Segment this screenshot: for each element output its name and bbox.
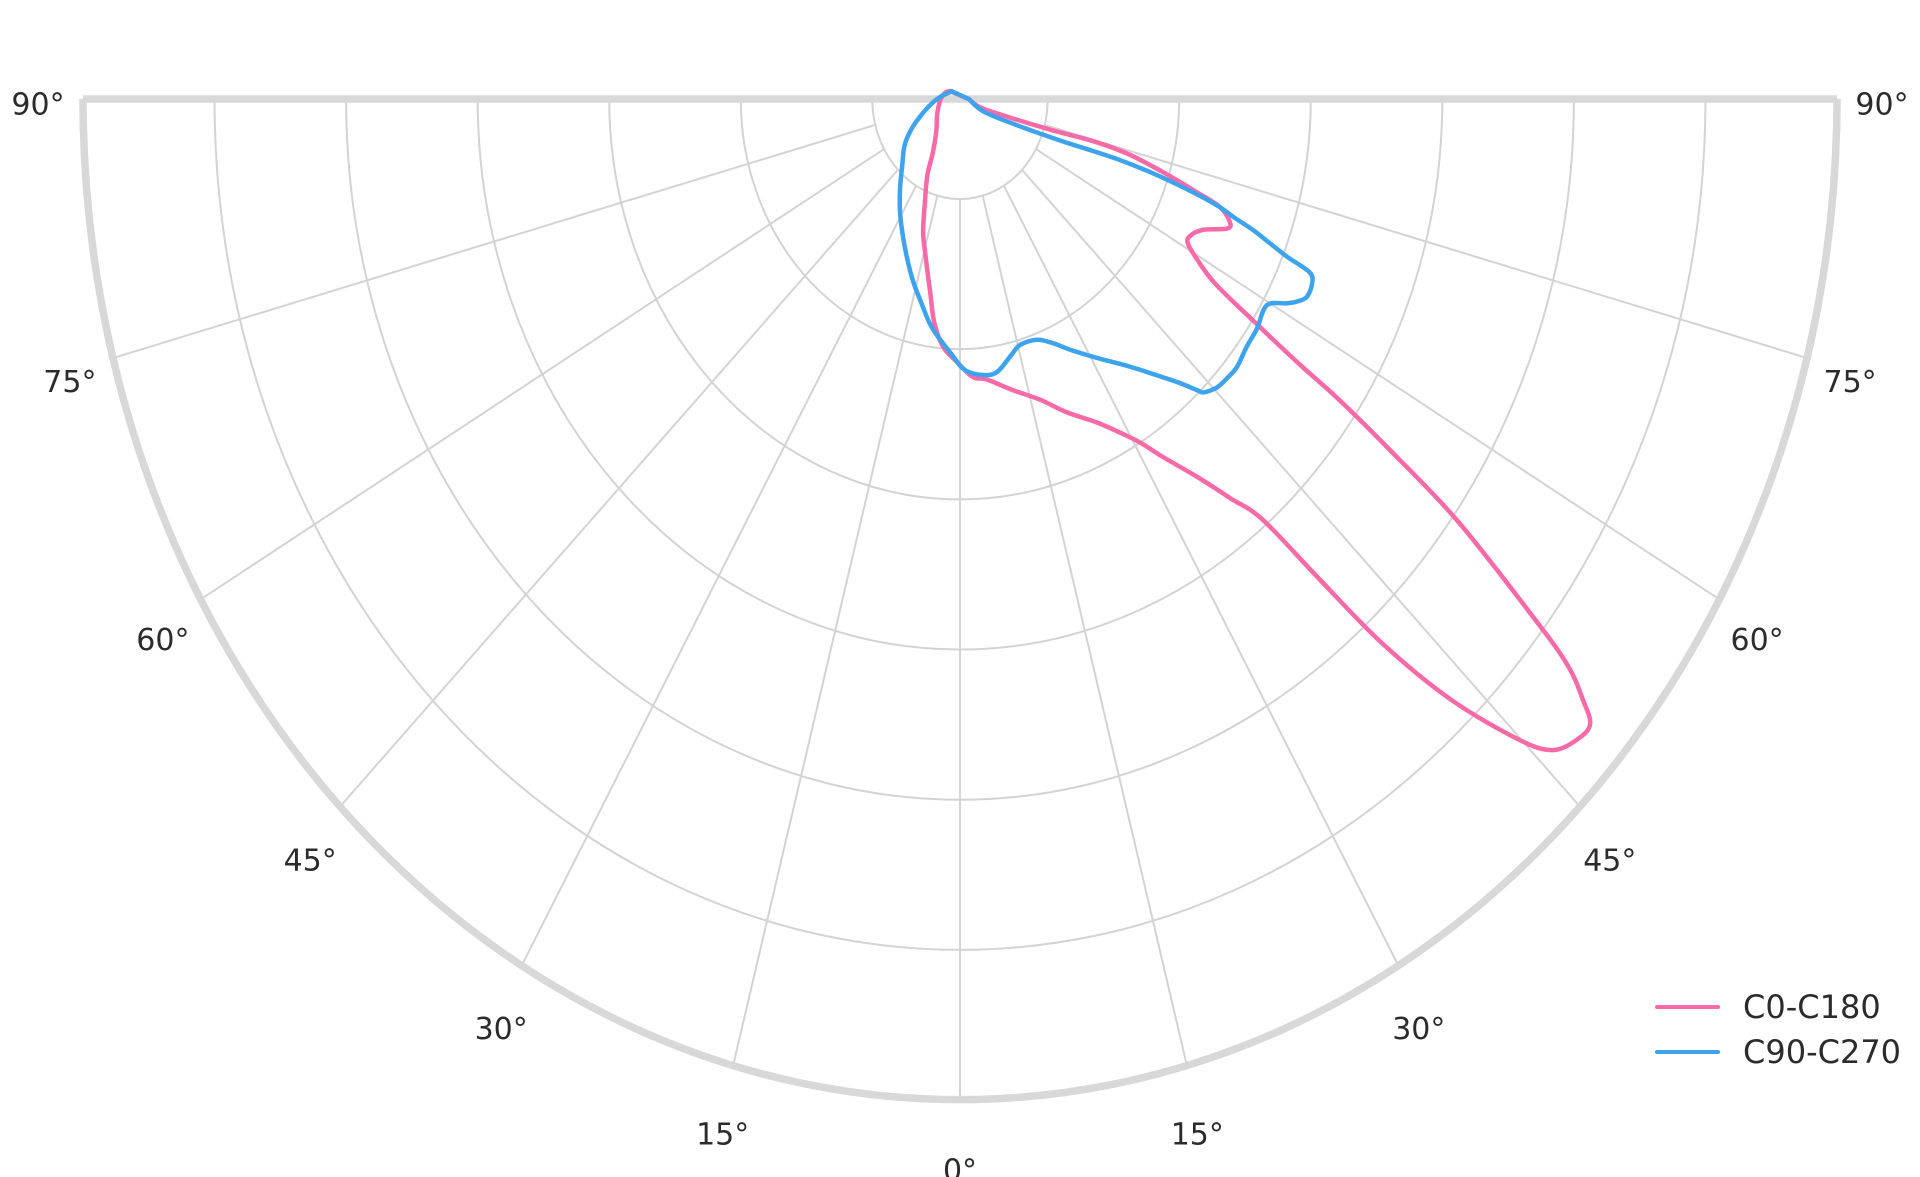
angle-tick-label-75: 75°: [1824, 365, 1877, 400]
legend-swatch-c90-c270: [1655, 1049, 1720, 1054]
angle-tick-label--15: 15°: [696, 1118, 749, 1153]
grid-spoke: [339, 169, 899, 808]
grid-spoke: [199, 148, 885, 601]
angle-tick-label-45: 45°: [1583, 843, 1636, 878]
grid-spoke: [981, 195, 1188, 1067]
grid-spoke: [732, 195, 939, 1067]
grid-spoke: [1035, 148, 1721, 601]
angle-tick-label-0: 0°: [943, 1154, 977, 1177]
angle-tick-labels: 90° 75° 60° 45° 30° 15° 0° 15° 30° 45° 60° 75° 90°: [11, 88, 1908, 1177]
angle-tick-label--45: 45°: [284, 843, 337, 878]
legend-item-c90-c270: C90-C270: [1655, 1029, 1901, 1074]
curve-c0-c180: [920, 88, 1593, 753]
legend-label-c0-c180: C0-C180: [1743, 987, 1881, 1026]
outer-arc: [79, 98, 1841, 1104]
grid-spoke: [520, 185, 918, 967]
grid-spoke: [1002, 185, 1400, 967]
polar-outer-border: [79, 95, 1841, 1104]
angle-tick-label-60: 60°: [1731, 623, 1784, 658]
angle-tick-label--60: 60°: [136, 623, 189, 658]
angle-tick-label--90: 90°: [11, 88, 64, 123]
angle-tick-label-15: 15°: [1171, 1118, 1224, 1153]
curve-c90-c270: [897, 89, 1315, 395]
angle-tick-label-90: 90°: [1855, 88, 1908, 123]
angle-tick-label-30: 30°: [1392, 1012, 1445, 1047]
grid-spoke: [112, 123, 876, 360]
grid-spoke: [1021, 169, 1581, 808]
legend-swatch-c0-c180: [1655, 1004, 1720, 1009]
legend-label-c90-c270: C90-C270: [1743, 1032, 1902, 1071]
polar-grid-spokes: [112, 123, 1808, 1100]
legend: C0-C180 C90-C270: [1655, 984, 1901, 1074]
legend-item-c0-c180: C0-C180: [1655, 984, 1901, 1029]
angle-tick-label--75: 75°: [43, 365, 96, 400]
angle-tick-label--30: 30°: [475, 1012, 528, 1047]
grid-spoke: [1044, 123, 1808, 360]
